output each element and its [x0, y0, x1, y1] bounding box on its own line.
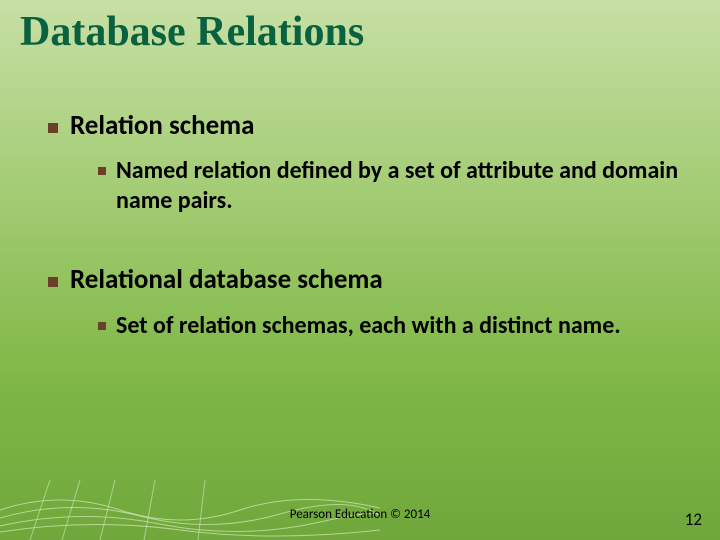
page-number: 12 — [685, 509, 702, 530]
bullet-heading: Relation schema — [70, 110, 254, 142]
slide-container: Database Relations Relation schema Named… — [0, 0, 720, 540]
bullet-heading: Relational database schema — [70, 264, 383, 296]
bullet-level2: Set of relation schemas, each with a dis… — [98, 311, 690, 341]
bullet-marker-icon — [98, 322, 106, 330]
bullet-level2: Named relation defined by a set of attri… — [98, 156, 690, 216]
content-area: Relation schema Named relation defined b… — [30, 110, 690, 353]
bullet-marker-icon — [48, 123, 58, 133]
bullet-marker-icon — [98, 167, 106, 175]
bullet-marker-icon — [48, 277, 58, 287]
bullet-subtext: Set of relation schemas, each with a dis… — [116, 311, 621, 341]
slide-title: Database Relations — [20, 8, 364, 56]
bullet-level1: Relational database schema — [48, 264, 690, 296]
footer-text: Pearson Education © 2014 — [0, 507, 720, 522]
bullet-level1: Relation schema — [48, 110, 690, 142]
section-gap — [30, 228, 690, 264]
bullet-subtext: Named relation defined by a set of attri… — [116, 156, 690, 216]
